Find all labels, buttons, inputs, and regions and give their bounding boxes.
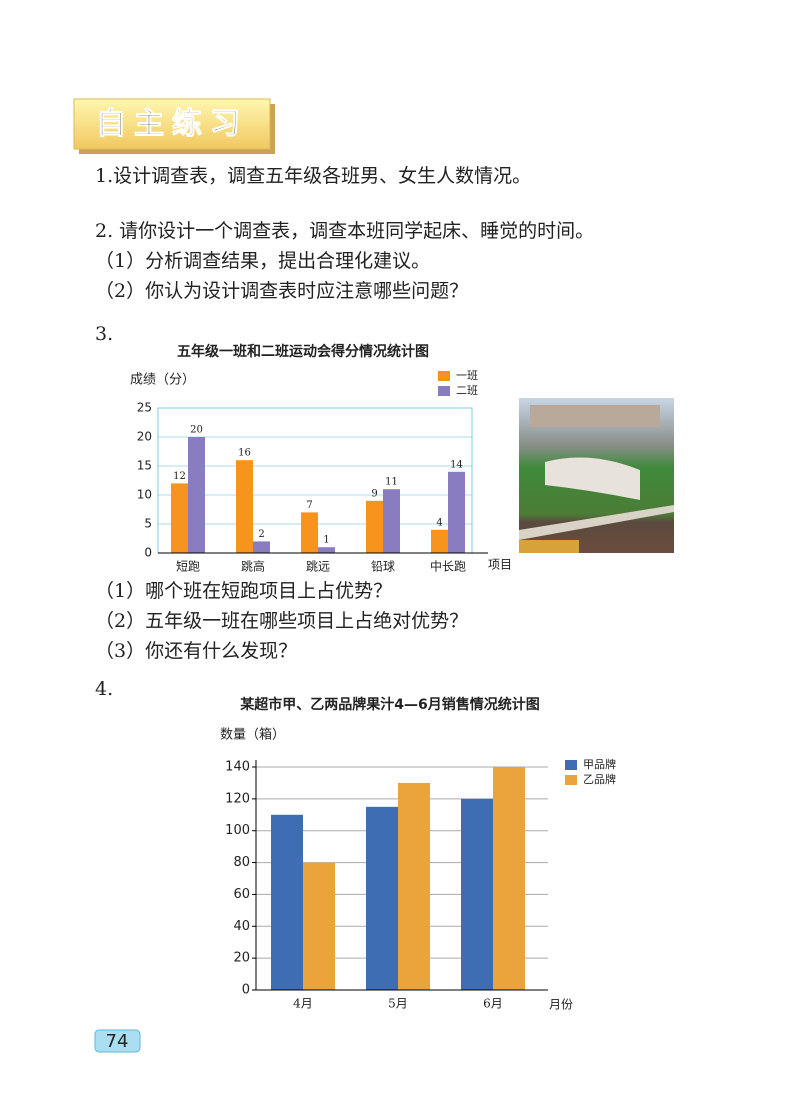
x-tick-label: 4月: [293, 997, 313, 1011]
exercise-sub: （1）分析调查结果，提出合理化建议。: [95, 250, 430, 272]
y-tick-label: 40: [233, 919, 250, 934]
legend-label: 乙品牌: [583, 772, 616, 786]
data-label: 14: [450, 459, 463, 470]
y-tick-label: 80: [233, 855, 250, 870]
exercise-sub: （2）五年级一班在哪些项目上占绝对优势？: [95, 610, 468, 632]
chart-title: 五年级一班和二班运动会得分情况统计图: [177, 343, 429, 360]
data-label: 7: [306, 500, 312, 511]
bar: [318, 547, 335, 553]
y-tick-label: 140: [225, 760, 250, 775]
legend-label: 二班: [456, 384, 478, 397]
bar: [431, 529, 448, 553]
photo: [519, 398, 674, 553]
y-tick-label: 0: [242, 983, 250, 998]
data-label: 16: [238, 448, 251, 459]
bar: [303, 862, 335, 990]
exercise: 1.设计调查表，调查五年级各班男、女生人数情况。: [95, 165, 531, 187]
x-tick-label: 6月: [483, 997, 503, 1011]
bar: [188, 437, 205, 553]
chart-title: 某超市甲、乙两品牌果汁4—6月销售情况统计图: [240, 696, 539, 713]
y-tick-label: 15: [137, 459, 152, 473]
data-label: 1: [323, 535, 329, 546]
x-tick-label: 铅球: [371, 560, 395, 574]
bar: [301, 512, 318, 553]
y-tick-label: 60: [233, 887, 250, 902]
x-tick-label: 中长跑: [430, 559, 466, 574]
y-tick-label: 10: [137, 488, 152, 502]
exercise-sub: （3）你还有什么发现？: [95, 640, 297, 662]
bar: [398, 782, 430, 990]
legend-swatch: [565, 760, 577, 770]
exercise: 2. 请你设计一个调查表，调查本班同学起床、睡觉的时间。: [95, 220, 594, 242]
y-axis-label: 数量（箱）: [220, 727, 285, 743]
y-tick-label: 120: [225, 791, 250, 806]
data-label: 20: [190, 425, 203, 436]
x-axis-label: 月份: [549, 998, 573, 1012]
x-axis-label: 项目: [488, 558, 512, 572]
legend-swatch: [438, 386, 450, 396]
legend-swatch: [438, 371, 450, 381]
y-tick-label: 5: [144, 517, 152, 531]
y-tick-label: 20: [233, 951, 250, 966]
bar: [366, 500, 383, 553]
page-number-badge: [94, 1029, 141, 1053]
legend-label: 一班: [456, 369, 478, 382]
bar: [448, 471, 465, 553]
badge-text: 自主练习: [96, 107, 248, 142]
data-label: 4: [436, 517, 442, 528]
legend-label: 甲品牌: [583, 757, 616, 771]
exercise: 4.: [95, 678, 113, 700]
legend-swatch: [565, 775, 577, 785]
bar: [383, 489, 400, 553]
exercise-sub: （1）哪个班在短跑项目上占优势？: [95, 580, 392, 602]
bar: [493, 767, 525, 990]
bar: [171, 483, 188, 553]
data-label: 9: [371, 488, 377, 499]
y-tick-label: 0: [144, 546, 152, 560]
data-label: 11: [385, 477, 398, 488]
y-tick-label: 25: [137, 401, 152, 415]
x-tick-label: 短跑: [176, 560, 200, 574]
exercise-sub: （2）你认为设计调查表时应注意哪些问题？: [95, 280, 468, 302]
x-tick-label: 跳高: [241, 559, 265, 574]
bar: [271, 814, 303, 990]
badge: [73, 98, 271, 150]
data-label: 2: [258, 529, 264, 540]
exercise: 3.: [95, 323, 113, 345]
y-tick-label: 100: [225, 823, 250, 838]
x-tick-label: 跳远: [306, 560, 330, 574]
bar: [461, 798, 493, 990]
page-number: 74: [106, 1031, 129, 1052]
bar: [236, 460, 253, 553]
bar: [366, 806, 398, 990]
bar: [253, 541, 270, 553]
y-axis-label: 成绩（分）: [130, 373, 195, 388]
x-tick-label: 5月: [388, 997, 408, 1011]
data-label: 12: [173, 471, 186, 482]
y-tick-label: 20: [137, 430, 152, 444]
